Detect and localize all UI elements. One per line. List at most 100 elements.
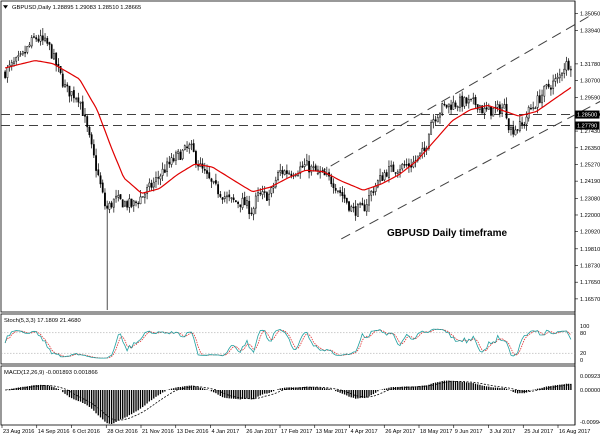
candle-body — [21, 51, 24, 55]
candle-body — [163, 169, 166, 173]
candle — [88, 125, 91, 138]
candle — [17, 50, 20, 61]
candle-body — [361, 202, 364, 206]
candle-body — [61, 73, 64, 87]
candle — [248, 195, 251, 220]
candle — [463, 96, 466, 109]
candle-body — [84, 114, 86, 117]
candle-body — [208, 172, 211, 179]
candle-body — [481, 105, 484, 114]
candle — [46, 36, 49, 47]
candle — [419, 152, 421, 160]
candle — [246, 195, 248, 209]
time-tick-label: 4 Apr 2017 — [351, 429, 378, 435]
candle-body — [527, 107, 530, 119]
candle — [390, 160, 393, 173]
candle — [558, 68, 561, 83]
candle-body — [261, 191, 264, 195]
candle-body — [110, 202, 113, 208]
candle — [172, 154, 175, 163]
candle-body — [50, 44, 53, 59]
candle-body — [183, 145, 186, 150]
candle — [381, 172, 384, 181]
candle-body — [432, 119, 435, 123]
candle — [303, 158, 306, 171]
candle-body — [288, 172, 291, 175]
candle — [95, 148, 97, 178]
channel-line[interactable] — [316, 12, 595, 175]
candle — [221, 196, 224, 204]
candle — [363, 199, 366, 212]
candle — [141, 196, 144, 198]
candle-body — [266, 192, 268, 201]
stochastic-levels — [1, 332, 575, 354]
candle-body — [257, 192, 259, 196]
candle-body — [132, 200, 135, 206]
candle — [567, 58, 570, 71]
candle — [190, 139, 193, 151]
candle-body — [314, 165, 317, 171]
candle-body — [48, 42, 51, 45]
price-tick-label: 1.35050 — [580, 11, 600, 17]
candle-body — [33, 36, 35, 38]
time-tick-label: 13 Dec 2016 — [177, 429, 209, 435]
candle-body — [195, 151, 197, 165]
time-tick-label: 16 Aug 2017 — [559, 429, 590, 435]
candle — [166, 157, 168, 177]
candle-body — [356, 204, 359, 217]
candle-body — [561, 72, 563, 76]
price-tick-label: 1.22000 — [580, 213, 600, 219]
candle — [483, 102, 486, 119]
candle-body — [155, 177, 157, 182]
candle — [552, 74, 555, 95]
candle-body — [106, 205, 109, 209]
candle — [163, 164, 166, 174]
candle-body — [536, 95, 539, 108]
candle-body — [490, 106, 492, 116]
candle-body — [352, 206, 355, 209]
candle-body — [79, 101, 82, 104]
candle — [10, 59, 13, 71]
candle-body — [130, 198, 133, 207]
macd-tick-label: 0.000000 — [580, 388, 600, 394]
candle-body — [232, 197, 235, 201]
candle — [234, 200, 237, 203]
candle-body — [467, 99, 470, 104]
candle-body — [108, 203, 111, 210]
candle-body — [305, 160, 308, 166]
candle — [250, 207, 253, 216]
chart-annotation: GBPUSD Daily timeframe — [387, 228, 507, 239]
price-tick-label: 1.17650 — [580, 280, 600, 286]
price-tick-label: 1.16570 — [580, 297, 600, 303]
candle-body — [301, 165, 304, 168]
candle — [385, 169, 388, 178]
price-tick-label: 1.30700 — [580, 79, 600, 85]
channel-line[interactable] — [341, 100, 600, 240]
candle — [439, 111, 441, 124]
candle — [432, 114, 435, 129]
collapse-triangle-icon[interactable] — [3, 5, 8, 9]
candle-body — [126, 201, 129, 208]
candle-body — [59, 66, 62, 74]
macd-histogram — [6, 380, 572, 424]
candle — [212, 180, 215, 185]
candle — [44, 33, 46, 43]
macd-panel-frame — [0, 365, 576, 426]
candle-body — [552, 80, 555, 89]
candle — [99, 172, 102, 188]
candle — [430, 119, 433, 135]
candle — [39, 29, 42, 46]
candle — [37, 34, 40, 43]
candle-body — [179, 151, 182, 160]
candle-body — [565, 61, 568, 71]
candle-body — [137, 202, 140, 205]
candle-body — [117, 195, 120, 198]
candle — [26, 45, 29, 55]
candle-body — [81, 101, 84, 116]
candle — [252, 206, 255, 221]
candle — [130, 198, 133, 209]
candle — [516, 128, 519, 134]
candle-body — [112, 198, 115, 208]
candle-body — [241, 197, 244, 208]
candle — [161, 162, 164, 181]
